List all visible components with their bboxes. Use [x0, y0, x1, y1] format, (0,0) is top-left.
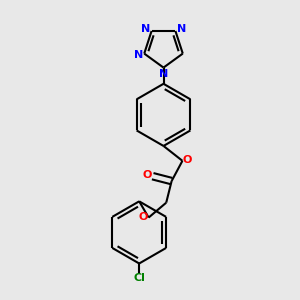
Text: N: N — [159, 68, 168, 79]
Text: O: O — [183, 155, 192, 165]
Text: N: N — [141, 24, 150, 34]
Text: Cl: Cl — [133, 273, 145, 283]
Text: N: N — [134, 50, 143, 60]
Text: O: O — [139, 212, 148, 222]
Text: N: N — [177, 24, 186, 34]
Text: O: O — [142, 169, 152, 180]
